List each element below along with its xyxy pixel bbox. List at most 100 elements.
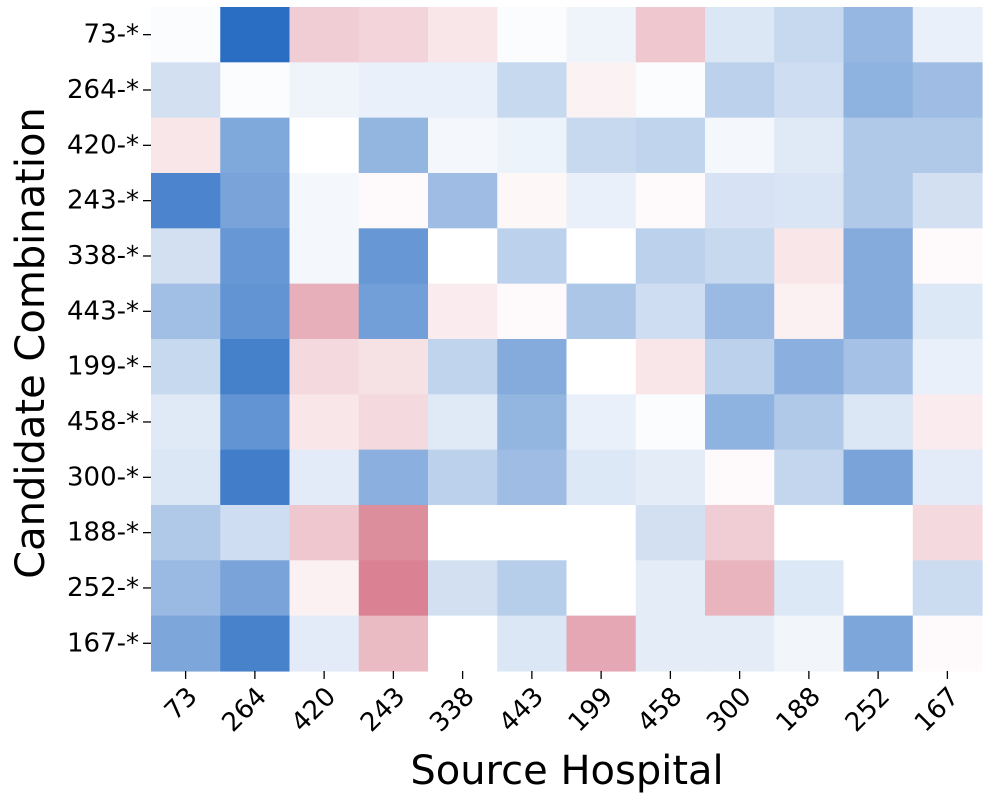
x-tick-label: 338 — [424, 682, 480, 738]
heatmap-cell — [497, 283, 568, 340]
heatmap-cell — [843, 560, 914, 617]
heatmap-cell — [289, 228, 360, 285]
heatmap-cell — [635, 228, 706, 285]
heatmap-cell — [497, 394, 568, 451]
heatmap-cell — [428, 117, 498, 174]
heatmap-cell — [358, 7, 429, 63]
heatmap-cell — [566, 117, 637, 174]
heatmap-cell — [289, 172, 360, 229]
heatmap-cell — [358, 172, 429, 229]
heatmap-cell — [220, 62, 291, 119]
heatmap-cell — [843, 394, 914, 451]
heatmap-cell — [705, 394, 775, 451]
heatmap-cells — [151, 7, 983, 672]
heatmap-cell — [497, 117, 568, 174]
heatmap-cell — [705, 228, 775, 285]
x-tick-label: 264 — [217, 682, 273, 738]
heatmap-cell — [566, 615, 637, 672]
heatmap-cell — [912, 7, 983, 63]
heatmap-cell — [705, 449, 775, 506]
heatmap-cell — [912, 338, 983, 395]
heatmap-cell — [635, 560, 706, 617]
heatmap-cell — [151, 7, 221, 63]
heatmap-cell — [774, 449, 845, 506]
heatmap-cell — [289, 338, 360, 395]
heatmap-cell — [289, 62, 360, 119]
heatmap-cell — [289, 449, 360, 506]
heatmap-cell — [705, 283, 775, 340]
heatmap-cell — [151, 228, 221, 285]
heatmap-cell — [566, 283, 637, 340]
heatmap-cell — [566, 338, 637, 395]
heatmap-cell — [774, 228, 845, 285]
y-tick-label: 252-* — [67, 573, 139, 603]
heatmap-cell — [843, 117, 914, 174]
heatmap-cell — [705, 338, 775, 395]
heatmap-cell — [912, 172, 983, 229]
heatmap-cell — [289, 615, 360, 672]
heatmap-cell — [428, 449, 498, 506]
x-tick-label: 167 — [909, 682, 965, 738]
heatmap-cell — [635, 172, 706, 229]
heatmap-cell — [358, 394, 429, 451]
heatmap-cell — [843, 283, 914, 340]
heatmap-cell — [289, 560, 360, 617]
x-tick-label: 73 — [159, 682, 204, 727]
heatmap-cell — [151, 560, 221, 617]
y-tick-label: 167-* — [67, 628, 139, 658]
x-tick-label: 443 — [494, 682, 550, 738]
heatmap-cell — [705, 615, 775, 672]
heatmap-cell — [774, 615, 845, 672]
heatmap-cell — [428, 560, 498, 617]
heatmap-cell — [497, 7, 568, 63]
heatmap-cell — [497, 560, 568, 617]
heatmap-cell — [428, 7, 498, 63]
heatmap-cell — [220, 117, 291, 174]
x-tick-label: 199 — [563, 682, 619, 738]
heatmap-cell — [635, 449, 706, 506]
heatmap-cell — [151, 117, 221, 174]
heatmap-cell — [289, 283, 360, 340]
heatmap-cell — [774, 504, 845, 561]
heatmap-cell — [428, 62, 498, 119]
heatmap-cell — [635, 117, 706, 174]
heatmap-cell — [428, 172, 498, 229]
x-tick-label: 252 — [840, 682, 896, 738]
heatmap-cell — [635, 283, 706, 340]
x-axis-title: Source Hospital — [410, 748, 723, 794]
y-tick-label: 300-* — [67, 462, 139, 492]
heatmap-cell — [220, 338, 291, 395]
x-tick-label: 188 — [771, 682, 827, 738]
heatmap-cell — [912, 62, 983, 119]
heatmap-cell — [566, 504, 637, 561]
heatmap-cell — [635, 62, 706, 119]
heatmap-cell — [774, 560, 845, 617]
heatmap-cell — [843, 7, 914, 63]
x-axis: 73 264 420 243 338 443 199 458 300 188 252 167 — [159, 670, 965, 738]
heatmap-cell — [912, 117, 983, 174]
heatmap-cell — [151, 62, 221, 119]
heatmap-cell — [358, 449, 429, 506]
y-axis: 73-* 264-* 420-* 243-* 338-* 443-* 199-* 458-* 3… — [67, 20, 151, 658]
heatmap-cell — [151, 283, 221, 340]
heatmap-cell — [705, 504, 775, 561]
y-axis-title: Candidate Combination — [8, 107, 54, 579]
heatmap-cell — [220, 172, 291, 229]
heatmap-cell — [912, 560, 983, 617]
heatmap-cell — [566, 62, 637, 119]
y-tick-label: 243-* — [67, 186, 139, 216]
heatmap-cell — [151, 615, 221, 672]
heatmap-cell — [774, 7, 845, 63]
heatmap-cell — [774, 117, 845, 174]
heatmap-cell — [358, 615, 429, 672]
heatmap-cell — [151, 338, 221, 395]
y-tick-label: 73-* — [84, 20, 139, 50]
heatmap-cell — [774, 62, 845, 119]
heatmap-cell — [497, 449, 568, 506]
heatmap-cell — [220, 504, 291, 561]
y-tick-label: 443-* — [67, 296, 139, 326]
heatmap-cell — [912, 504, 983, 561]
heatmap-cell — [497, 615, 568, 672]
heatmap-cell — [220, 7, 291, 63]
heatmap-cell — [497, 338, 568, 395]
